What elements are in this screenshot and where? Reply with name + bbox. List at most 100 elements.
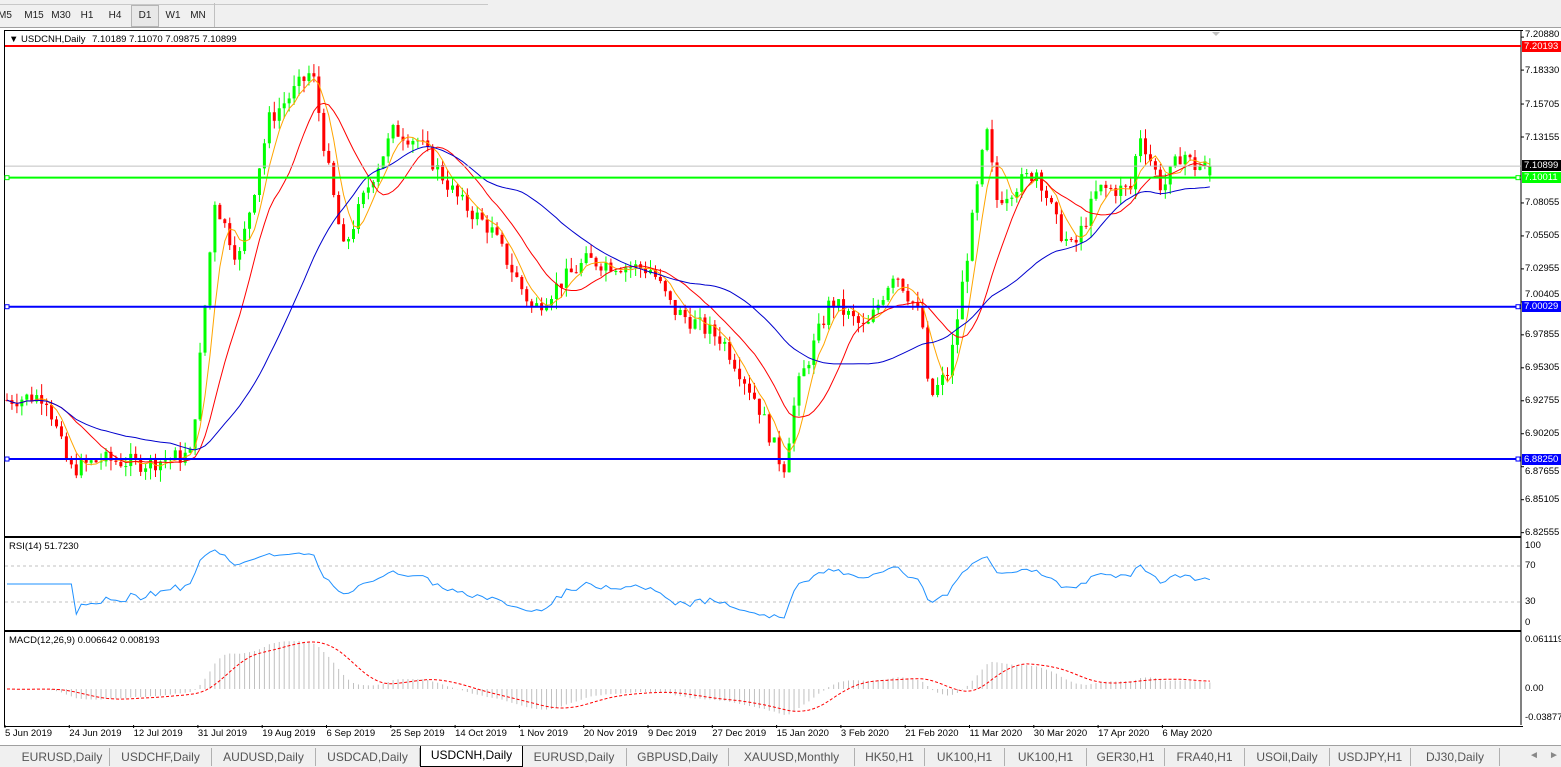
candle-body — [579, 263, 583, 273]
rsi-axis-label: 30 — [1525, 596, 1536, 607]
timeframe-m5[interactable]: M5 — [0, 10, 12, 21]
candle-body — [733, 359, 737, 369]
chart-shift-marker-icon — [1212, 32, 1220, 36]
line-handle — [4, 175, 10, 181]
ma-slow-line — [6, 145, 1210, 451]
date-tick-label: 1 Nov 2019 — [519, 728, 568, 739]
candle-body — [550, 299, 553, 306]
tab-dj30-daily[interactable]: DJ30,Daily — [1411, 748, 1500, 766]
tab-usdjpy-h1[interactable]: USDJPY,H1 — [1330, 748, 1411, 766]
candle-body — [173, 450, 177, 460]
candle-body — [881, 300, 885, 305]
candle-body — [198, 352, 202, 420]
tab-xauusd-monthly[interactable]: XAUUSD,Monthly — [729, 748, 855, 766]
collapse-triangle-icon[interactable]: ▼ — [9, 34, 19, 45]
candle-body — [1183, 154, 1187, 165]
timeframe-w1[interactable]: W1 — [165, 10, 181, 21]
candle-body — [134, 453, 138, 459]
candle-body — [525, 289, 529, 302]
tab-eurusd-daily[interactable]: EURUSD,Daily — [15, 748, 110, 766]
candle-body — [777, 437, 781, 465]
candle-body — [1084, 225, 1088, 227]
candle-body — [559, 283, 563, 288]
tab-ger30-h1[interactable]: GER30,H1 — [1087, 748, 1165, 766]
candle-body — [693, 319, 697, 329]
tab-fra40-h1[interactable]: FRA40,H1 — [1165, 748, 1245, 766]
price-tick-label: 6.85105 — [1525, 494, 1560, 506]
candle-body — [797, 376, 801, 406]
candle-body — [762, 414, 766, 416]
candle-body — [327, 150, 331, 163]
candle-body — [213, 204, 217, 253]
tab-usdchf-daily[interactable]: USDCHF,Daily — [110, 748, 212, 766]
candle-body — [352, 229, 355, 239]
candle-body — [272, 112, 276, 121]
line-handle — [4, 304, 10, 310]
candle-body — [109, 451, 113, 461]
candle-body — [356, 204, 360, 230]
candle-body — [1188, 154, 1192, 158]
candle-body — [926, 327, 930, 379]
date-tick-label: 30 Mar 2020 — [1033, 728, 1088, 739]
candle-body — [921, 305, 925, 328]
candle-body — [782, 464, 786, 473]
date-tick-label: 27 Dec 2019 — [712, 728, 767, 739]
candle-body — [663, 281, 667, 292]
tab-scroll-right-icon[interactable]: ► — [1549, 750, 1559, 761]
timeframe-h1[interactable]: H1 — [80, 10, 94, 21]
macd-axis-label: 0.00 — [1525, 683, 1544, 694]
candle-body — [1064, 238, 1068, 242]
timeframe-h4[interactable]: H4 — [108, 10, 122, 21]
candle-body — [55, 419, 58, 427]
candle-body — [787, 443, 791, 473]
tab-audusd-daily[interactable]: AUDUSD,Daily — [212, 748, 316, 766]
candle-body — [827, 300, 831, 325]
candle-body — [891, 278, 895, 288]
tab-usdcnh-daily[interactable]: USDCNH,Daily — [420, 746, 523, 767]
tab-eurusd-daily[interactable]: EURUSD,Daily — [522, 748, 627, 766]
tab-hk50-h1[interactable]: HK50,H1 — [855, 748, 925, 766]
candle-body — [193, 419, 197, 449]
candle-body — [1025, 173, 1029, 175]
candle-body — [946, 374, 949, 376]
date-tick-label: 15 Jan 2020 — [776, 728, 829, 739]
chart-tabs: ◄ ► EURUSD,Daily USDCHF,Daily AUDUSD,Daily… — [0, 745, 1561, 767]
candle-body — [401, 136, 405, 141]
candle-body — [30, 394, 34, 402]
candle-body — [84, 459, 88, 463]
candle-body — [406, 140, 410, 145]
candle-body — [713, 324, 717, 337]
tab-uk100-h1[interactable]: UK100,H1 — [1005, 748, 1087, 766]
candle-body — [480, 212, 484, 220]
candle-body — [1148, 154, 1152, 162]
candle-body — [1010, 197, 1014, 199]
timeframe-m15[interactable]: M15 — [24, 10, 44, 21]
tab-gbpusd-daily[interactable]: GBPUSD,Daily — [627, 748, 729, 766]
candle-body — [74, 464, 78, 476]
candle-body — [1054, 202, 1058, 215]
candle-body — [223, 219, 227, 224]
candle-body — [1000, 199, 1004, 204]
candle-body — [238, 251, 242, 260]
candle-body — [1208, 166, 1212, 176]
timeframe-d1[interactable]: D1 — [131, 5, 159, 27]
candle-body — [1153, 161, 1157, 170]
tab-uk100-h1[interactable]: UK100,H1 — [925, 748, 1005, 766]
candle-body — [262, 143, 266, 169]
tab-usdcad-daily[interactable]: USDCAD,Daily — [316, 748, 420, 766]
candle-body — [1129, 185, 1133, 190]
candle-body — [248, 212, 252, 229]
candle-body — [812, 340, 816, 365]
date-tick-label: 19 Aug 2019 — [262, 728, 316, 739]
timeframe-mn[interactable]: MN — [190, 10, 206, 21]
timeframe-m30[interactable]: M30 — [51, 10, 71, 21]
toolbar-separator — [214, 3, 215, 27]
candle-body — [807, 364, 811, 369]
price-tick-label: 7.18330 — [1525, 64, 1560, 76]
date-tick-label: 6 Sep 2019 — [326, 728, 376, 739]
candle-body — [569, 268, 573, 273]
candle-body — [228, 223, 232, 246]
tab-scroll-left-icon[interactable]: ◄ — [1529, 750, 1539, 761]
tab-usoil-daily[interactable]: USOil,Daily — [1245, 748, 1330, 766]
